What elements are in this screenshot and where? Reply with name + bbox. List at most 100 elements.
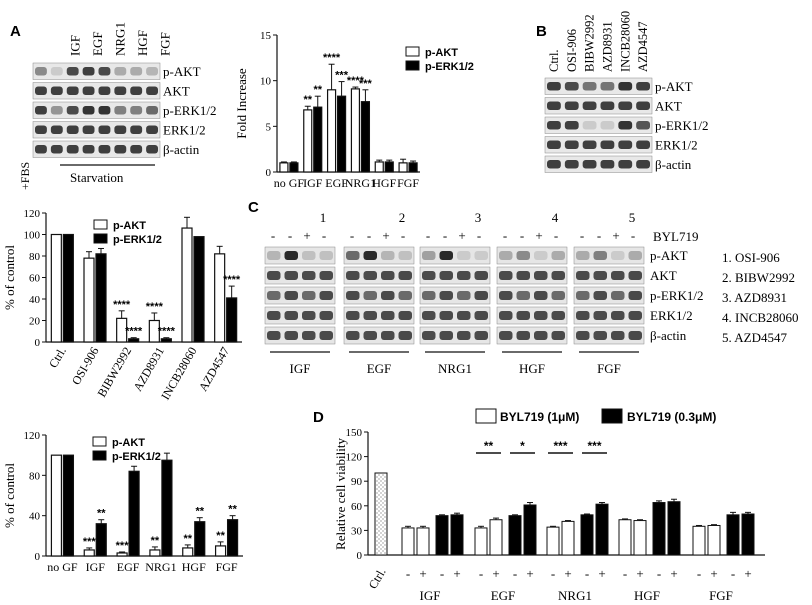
blot-band	[302, 331, 316, 340]
blot-band	[611, 311, 625, 320]
blot-band	[534, 291, 548, 300]
blot-band	[35, 145, 47, 154]
y-tick-label: 40	[29, 294, 41, 306]
blot-band	[600, 160, 615, 169]
blot-band	[319, 331, 333, 340]
blot-band	[146, 125, 158, 134]
bar	[580, 514, 594, 556]
blot-strip	[32, 62, 161, 80]
bar	[726, 514, 740, 556]
blot-band	[82, 86, 95, 95]
blot-band	[284, 291, 298, 300]
blot-strip	[343, 286, 415, 305]
blot-band	[50, 125, 63, 134]
category-label: OSI-906	[69, 345, 102, 388]
byl-sign: -	[443, 228, 447, 243]
blot-band	[547, 101, 561, 110]
blot-strip	[573, 266, 645, 285]
blot-band	[302, 251, 316, 260]
treatment-number: 4	[552, 210, 559, 225]
blot-strip	[343, 326, 415, 345]
byl-label: BYL719	[653, 229, 699, 244]
bar	[401, 527, 415, 556]
byl-sign: +	[535, 228, 542, 243]
blot-band	[363, 271, 377, 280]
blot-band	[547, 82, 561, 91]
blot-strip	[264, 246, 336, 265]
lane-label: IGF	[67, 35, 82, 56]
blot-band	[576, 271, 590, 280]
significance-marker: ***	[335, 70, 349, 82]
blot-band	[50, 86, 63, 95]
blot-band	[618, 82, 633, 91]
group-label: FGF	[709, 588, 733, 603]
significance-marker: ****	[223, 274, 241, 286]
byl-sign: -	[697, 566, 701, 581]
blot-band	[98, 125, 111, 134]
bar	[707, 524, 721, 556]
group-label: IGF	[420, 588, 441, 603]
blot-band	[422, 271, 436, 280]
bar	[546, 526, 560, 556]
blot-band	[593, 251, 607, 260]
byl-sign: -	[623, 566, 627, 581]
bar	[652, 502, 666, 556]
byl-sign: -	[503, 228, 507, 243]
byl-sign: -	[731, 566, 735, 581]
byl-sign: +	[670, 566, 677, 581]
blot-band	[564, 101, 579, 110]
significance-marker: **	[183, 533, 192, 545]
western-blot-b: Ctrl. OSI-906 BIBW2992 AZD8931 INCB28060 AZD4…	[544, 11, 708, 173]
legend-swatch	[92, 436, 107, 447]
byl-sign: -	[513, 566, 517, 581]
blot-band	[457, 331, 471, 340]
blot-band	[628, 331, 642, 340]
byl-sign: -	[597, 228, 601, 243]
blot-band	[82, 67, 95, 76]
blot-band	[457, 291, 471, 300]
blot-band	[600, 121, 615, 130]
y-tick-label: 30	[351, 525, 363, 537]
legend-label: p-ERK1/2	[112, 451, 161, 463]
blot-band	[636, 160, 650, 169]
blot-strip	[496, 266, 568, 285]
legend-label: p-ERK1/2	[425, 61, 474, 73]
legend-swatch	[92, 450, 107, 461]
blot-band	[82, 145, 95, 154]
significance-marker: **	[97, 508, 106, 520]
bar	[226, 519, 239, 557]
blot-band	[564, 140, 579, 149]
blot-band	[499, 291, 513, 300]
blot-band	[302, 311, 316, 320]
blot-strip	[496, 306, 568, 325]
bar	[226, 297, 238, 343]
category-label: IGF	[303, 176, 323, 190]
blot-strip	[544, 136, 653, 154]
bar	[279, 162, 289, 173]
blot-band	[628, 271, 642, 280]
blot-strip	[419, 246, 491, 265]
byl-sign: -	[322, 228, 326, 243]
byl-sign: +	[303, 228, 310, 243]
blot-band	[618, 140, 633, 149]
treatment-number: 3	[475, 210, 482, 225]
blot-band	[499, 331, 513, 340]
byl-sign: -	[426, 228, 430, 243]
blot-band	[551, 291, 565, 300]
bar	[149, 549, 161, 557]
blot-band	[50, 67, 63, 76]
group-label: EGF	[491, 588, 516, 603]
bar	[303, 109, 313, 173]
blot-band	[600, 101, 615, 110]
blot-band	[98, 86, 111, 95]
blot-strip	[573, 246, 645, 265]
y-tick-label: 60	[29, 273, 41, 285]
blot-band	[564, 121, 579, 130]
blot-band	[98, 67, 111, 76]
lane-label: EGF	[90, 31, 105, 56]
blot-band	[516, 251, 530, 260]
blot-strip	[264, 286, 336, 305]
legend-label: p-AKT	[113, 220, 146, 232]
lane-label: AZD8931	[600, 21, 614, 72]
lane-label: OSI-906	[565, 29, 579, 72]
